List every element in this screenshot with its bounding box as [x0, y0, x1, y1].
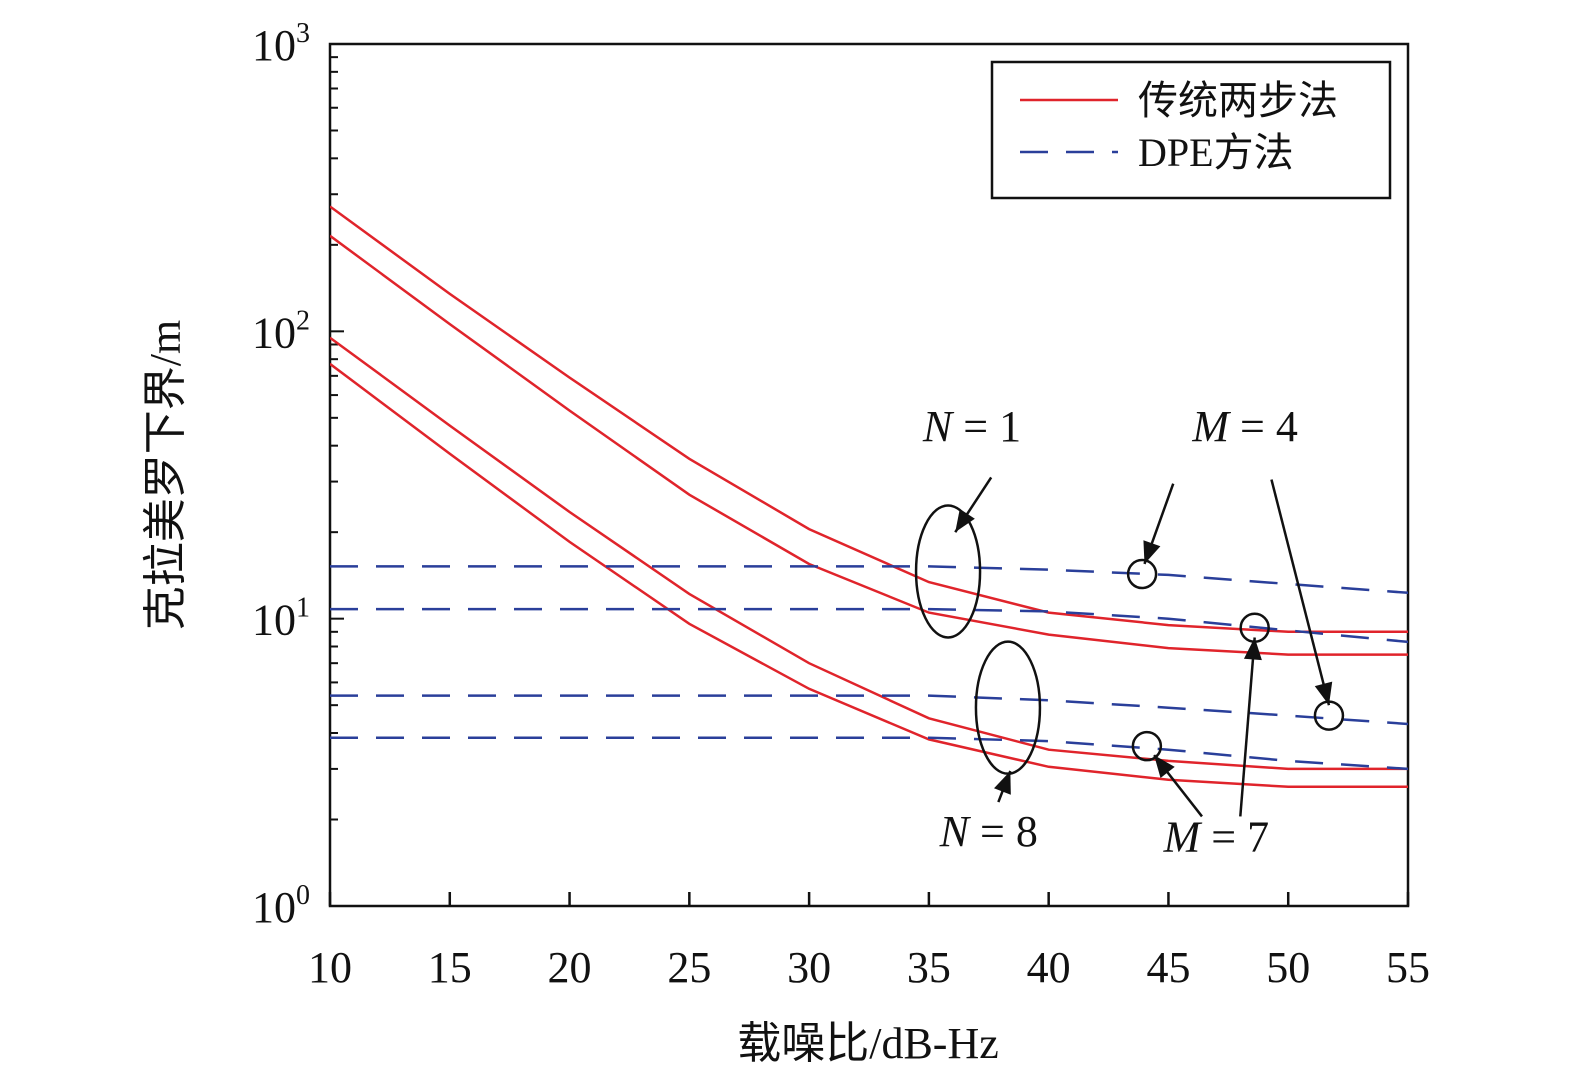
y-tick-base: 10 — [252, 308, 296, 357]
y-tick-base: 10 — [252, 883, 296, 932]
x-axis-title: 载噪比/dB-Hz — [737, 1019, 999, 1068]
annotation-value: = 1 — [952, 402, 1021, 451]
legend-box — [990, 60, 1392, 200]
y-tick-exponent: 2 — [296, 305, 310, 336]
x-tick-label: 35 — [907, 943, 951, 992]
marker-m4-a — [1126, 558, 1158, 590]
series-layer — [330, 205, 1408, 789]
traditional-series-line — [330, 362, 1408, 789]
annotation-value: = 7 — [1200, 812, 1269, 861]
annotation-value: = 8 — [969, 807, 1038, 856]
x-tick-labels: 10 15 20 25 30 35 40 45 50 55 — [308, 943, 1430, 992]
x-tick-label: 10 — [308, 943, 352, 992]
annotation-label: M = 7 — [1163, 812, 1269, 861]
dpe-series-line — [330, 565, 1408, 595]
annotation-label: N = 1 — [922, 402, 1021, 451]
ellipse-n1 — [914, 504, 982, 639]
y-tick-exponent: 1 — [296, 593, 310, 624]
traditional-series-line — [330, 234, 1408, 656]
y-tick-exponent: 0 — [296, 880, 310, 911]
legend-label-traditional: 传统两步法 — [1138, 78, 1338, 123]
dpe-series-line — [330, 694, 1408, 726]
arrow-m4-a — [1143, 483, 1175, 565]
x-tick-label: 15 — [428, 943, 472, 992]
arrow-n8 — [994, 770, 1012, 803]
x-tick-label: 50 — [1266, 943, 1310, 992]
plot-frame — [328, 42, 1410, 908]
y-tick-label: 101 — [252, 593, 310, 645]
annotation-variable: M — [1163, 812, 1203, 861]
y-axis-title: 克拉美罗下界/m — [141, 320, 190, 630]
dpe-series-line — [330, 736, 1408, 771]
legend: 传统两步法 DPE方法 — [990, 60, 1392, 200]
x-tick-label: 30 — [787, 943, 831, 992]
x-tick-label: 45 — [1146, 943, 1190, 992]
annotation-variable: N — [939, 807, 972, 856]
annotation-variable: M — [1191, 402, 1231, 451]
x-tick-label: 25 — [667, 943, 711, 992]
annotation-value: = 4 — [1229, 402, 1298, 451]
y-tick-label: 100 — [252, 880, 310, 932]
dpe-series-line — [330, 607, 1408, 644]
x-tick-label: 40 — [1027, 943, 1071, 992]
y-tick-label: 103 — [252, 18, 310, 70]
annotation-label: N = 8 — [939, 807, 1038, 856]
x-tick-label: 55 — [1386, 943, 1430, 992]
y-tick-label: 102 — [252, 305, 310, 357]
ellipse-n8 — [974, 640, 1042, 775]
marker-m7-b — [1131, 730, 1163, 762]
annotation-label: M = 4 — [1191, 402, 1297, 451]
x-tick-label: 20 — [548, 943, 592, 992]
traditional-series-line — [330, 205, 1408, 634]
arrow-m4-b — [1270, 479, 1333, 706]
y-tick-base: 10 — [252, 21, 296, 70]
traditional-series-line — [330, 336, 1408, 771]
axis-ticks — [328, 56, 1410, 907]
y-tick-exponent: 3 — [296, 18, 310, 49]
arrow-n1 — [954, 476, 993, 533]
arrow-m7-b — [1153, 754, 1203, 818]
arrow-m7-a — [1239, 637, 1262, 817]
annotations: N = 1N = 8M = 4M = 7 — [914, 402, 1345, 861]
y-tick-base: 10 — [252, 596, 296, 645]
legend-label-dpe: DPE方法 — [1138, 130, 1294, 175]
marker-m4-b — [1313, 700, 1345, 731]
annotation-variable: N — [922, 402, 955, 451]
